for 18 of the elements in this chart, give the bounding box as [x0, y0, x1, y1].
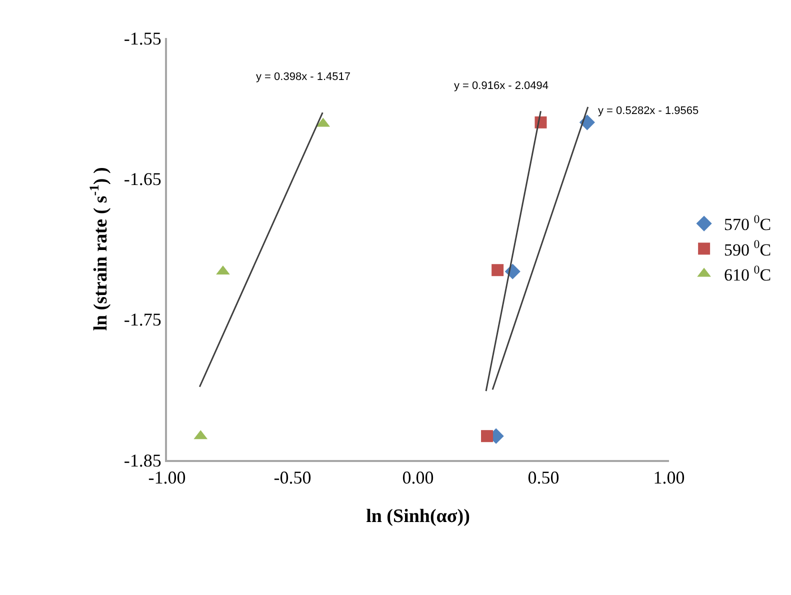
legend-label: 570 $^{0}$C	[724, 212, 772, 234]
x-axis-title: ln (Sinh(ασ))	[366, 506, 470, 527]
annotation: y = 0.5282x - 1.9565	[598, 105, 699, 117]
x-tick-label: -1.00	[148, 468, 186, 488]
y-tick-label: -1.65	[124, 168, 162, 189]
x-tick-label: -0.50	[274, 468, 312, 488]
x-tick-label: 0.50	[528, 468, 560, 488]
annotation: y = 0.916x - 2.0494	[454, 80, 548, 92]
x-tick-label: 1.00	[653, 468, 685, 488]
annotation: y = 0.398x - 1.4517	[256, 71, 350, 83]
y-tick-label: -1.75	[124, 310, 162, 330]
legend-label: 610 $^{0}$C	[724, 262, 772, 284]
x-tick-label: 0.00	[402, 468, 434, 488]
legend-label: 590 $^{0}$C	[724, 237, 772, 260]
point	[492, 264, 504, 276]
point	[481, 430, 494, 442]
y-tick-label: -1.55	[124, 28, 162, 48]
y-tick-label: -1.85	[124, 450, 162, 470]
